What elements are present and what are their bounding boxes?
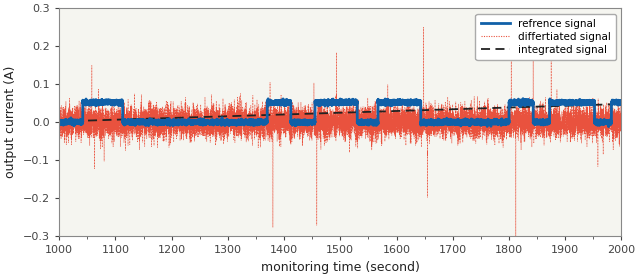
integrated signal — [166, 116, 173, 120]
refrence signal — [618, 100, 625, 103]
differtiated signal — [55, 126, 63, 130]
X-axis label: monitoring time (second): monitoring time (second) — [261, 260, 420, 274]
refrence signal — [55, 120, 63, 123]
differtiated signal — [166, 120, 173, 124]
refrence signal — [166, 121, 173, 124]
integrated signal — [79, 119, 86, 122]
integrated signal — [588, 103, 596, 106]
integrated signal — [330, 111, 338, 115]
integrated signal — [618, 102, 625, 106]
differtiated signal — [79, 120, 86, 124]
differtiated signal — [89, 118, 97, 121]
refrence signal — [519, 97, 527, 100]
differtiated signal — [512, 240, 520, 244]
refrence signal — [605, 125, 612, 128]
differtiated signal — [58, 120, 65, 123]
Legend: refrence signal, differtiated signal, integrated signal: refrence signal, differtiated signal, in… — [476, 14, 616, 60]
refrence signal — [588, 100, 596, 104]
differtiated signal — [420, 25, 428, 29]
refrence signal — [89, 101, 97, 105]
differtiated signal — [330, 110, 338, 113]
integrated signal — [55, 120, 63, 123]
refrence signal — [330, 101, 338, 104]
Line: integrated signal: integrated signal — [59, 104, 621, 121]
differtiated signal — [618, 134, 625, 137]
Line: differtiated signal: differtiated signal — [59, 27, 621, 242]
Line: refrence signal: refrence signal — [59, 99, 621, 127]
differtiated signal — [588, 122, 596, 125]
refrence signal — [79, 120, 86, 123]
refrence signal — [58, 121, 65, 125]
Y-axis label: output current (A): output current (A) — [4, 66, 17, 178]
integrated signal — [89, 119, 97, 122]
integrated signal — [58, 120, 65, 123]
